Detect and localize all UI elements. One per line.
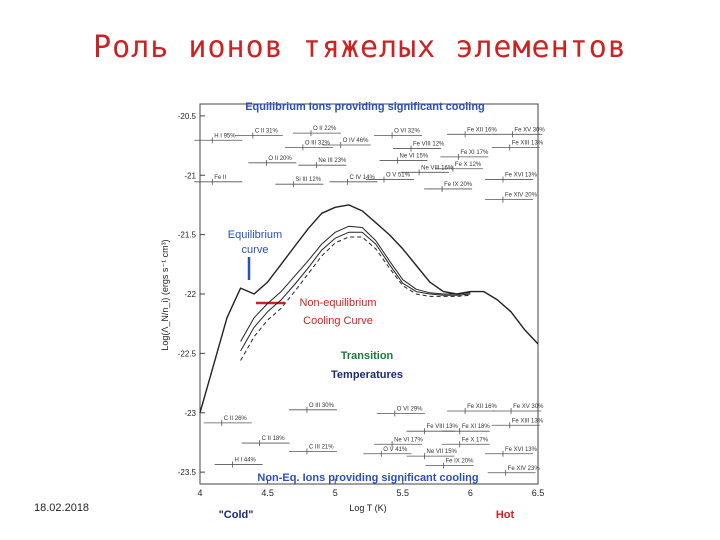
ion-label: O V 41%: [383, 447, 408, 453]
figure-background: [150, 95, 546, 523]
ion-label: Ne VII 15%: [427, 449, 458, 455]
cooling-curve-chart: Equilibrium Ions providing significant c…: [150, 95, 546, 523]
equilibrium-label: Equilibrium: [228, 229, 282, 241]
ion-label: Fe X 17%: [462, 437, 489, 443]
ion-label: Fe XII 16%: [467, 404, 497, 410]
x-tick-label: 6: [468, 488, 473, 498]
ion-label: Ne VI 17%: [394, 437, 423, 443]
ion-label: O II 22%: [313, 126, 337, 132]
cooling-curve-figure: Equilibrium Ions providing significant c…: [150, 95, 546, 523]
x-tick-label: 4: [197, 488, 202, 498]
ion-label: H I 95%: [214, 133, 236, 139]
ion-markers: O II 22% H I 95% C II 31% O III 32% O IV 46%…: [194, 126, 545, 476]
slide-title: Роль ионов тяжелых элементов: [93, 30, 627, 65]
ion-label: Fe XV 30%: [514, 127, 545, 133]
ion-label: C III 21%: [309, 444, 334, 450]
ion-label: Fe XIV 20%: [505, 193, 538, 199]
ion-label: Fe IX 20%: [445, 459, 474, 465]
x-axis-label: Log T (K): [349, 503, 386, 513]
ion-label: Fe XII 16%: [467, 127, 497, 133]
cold-label: "Cold": [219, 509, 254, 521]
equilibrium-label-2: curve: [242, 244, 269, 256]
ion-label: C II 26%: [224, 416, 248, 422]
ion-label: C II 18%: [262, 436, 286, 442]
ion-label: Fe IX 20%: [444, 182, 473, 188]
x-tick-label: 5: [333, 488, 338, 498]
transition-label: Transition: [341, 350, 394, 362]
ion-label: Fe XIV 23%: [508, 466, 541, 472]
ion-label: Fe XVI 13%: [505, 447, 538, 453]
y-tick-label: -22.5: [178, 349, 197, 358]
cooling-curve-line: [199, 204, 539, 413]
non-equilibrium-label: Non-equilibrium: [299, 297, 376, 309]
non-equilibrium-label-2: Cooling Curve: [303, 315, 373, 327]
ion-label: Fe VIII 12%: [413, 142, 445, 148]
ion-label: Fe II: [214, 175, 226, 181]
x-tick-label: 6.5: [532, 488, 545, 498]
ion-label: O II 20%: [268, 156, 292, 162]
ion-label: O V 51%: [386, 172, 411, 178]
hot-label: Hot: [496, 509, 515, 521]
ion-label: Ne VIII 16%: [421, 165, 454, 171]
bottom-title: Non-Eq. Ions providing significant cooli…: [257, 472, 478, 484]
y-tick-label: -22: [184, 290, 196, 299]
y-tick-label: -20.5: [178, 112, 197, 121]
cooling-curve-line: [240, 225, 471, 342]
ion-label: Fe XIII 13%: [512, 418, 544, 424]
y-tick-label: -21.5: [178, 231, 197, 240]
x-tick-label: 5.5: [397, 488, 410, 498]
cooling-curve-line: [240, 236, 471, 361]
ion-label: O IV 46%: [343, 138, 369, 144]
ion-label: C II 31%: [255, 129, 279, 135]
transition-label-2: Temperatures: [331, 369, 403, 381]
chart-title: Equilibrium Ions providing significant c…: [245, 101, 485, 113]
y-tick-label: -23: [184, 409, 196, 418]
cooling-curves: [199, 204, 539, 413]
ion-label: Fe XV 30%: [513, 404, 544, 410]
y-tick-label: -21: [184, 171, 196, 180]
x-tick-label: 4.5: [261, 488, 274, 498]
ion-label: Fe XI 18%: [462, 424, 491, 430]
ion-label: O VI 32%: [394, 129, 420, 135]
ion-label: Fe VIII 13%: [427, 424, 459, 430]
ion-label: O III 32%: [305, 140, 331, 146]
ion-label: Fe X 12%: [455, 162, 482, 168]
ion-label: Fe XI 17%: [460, 150, 489, 156]
ion-label: Ne VI 15%: [400, 153, 429, 159]
ion-label: Ne III 23%: [318, 158, 347, 164]
y-axis-label: Log(Λ_N/n_i) (ergs s⁻¹ cm³): [160, 239, 170, 350]
ion-label: C IV 14%: [349, 175, 375, 181]
axis-ticks: 4 4.5 5 5.5 6 6.5 -20.5 -21 -21.5 -22 -22.5 -23 -23.…: [178, 112, 544, 498]
ion-label: H I 44%: [235, 457, 257, 463]
ion-label: Fe XVI 13%: [505, 172, 538, 178]
cooling-curve-line: [240, 231, 471, 352]
ion-label: Fe XIII 13%: [512, 140, 544, 146]
ion-label: O III 30%: [309, 403, 335, 409]
ion-label: Si III 12%: [295, 177, 321, 183]
ion-label: O VI 29%: [397, 406, 423, 412]
y-tick-label: -23.5: [178, 468, 197, 477]
slide-date: 18.02.2018: [34, 502, 90, 514]
